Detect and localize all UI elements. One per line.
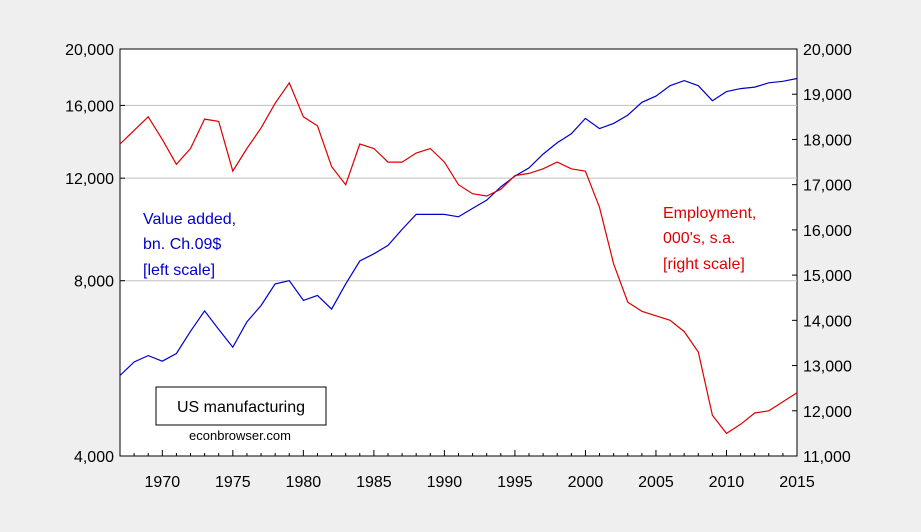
right-tick-label: 12,000 [803, 404, 852, 421]
left-series-label: Value added, bn. Ch.09$ [left scale] [143, 211, 236, 279]
right-label-line-1: Employment, [663, 205, 756, 222]
x-tick-label: 2010 [709, 474, 745, 491]
right-tick-label: 18,000 [803, 132, 852, 149]
left-tick-label: 16,000 [65, 98, 114, 115]
right-tick-label: 16,000 [803, 223, 852, 240]
left-y-axis: 4,000 8,000 12,000 16,000 20,000 [65, 42, 125, 466]
series-lines [119, 77, 798, 435]
x-tick-label: 1980 [286, 474, 322, 491]
x-tick-label: 2000 [568, 474, 604, 491]
right-tick-label: 17,000 [803, 178, 852, 195]
left-label-line-1: Value added, [143, 211, 236, 228]
right-y-axis: 11,000 12,000 13,000 14,000 15,000 16,000 17,0… [792, 42, 852, 466]
right-tick-label: 19,000 [803, 87, 852, 104]
x-tick-label: 1990 [427, 474, 463, 491]
gridlines [120, 104, 797, 282]
x-tick-label: 1995 [497, 474, 533, 491]
right-label-line-3: [right scale] [663, 256, 745, 273]
x-tick-label: 2015 [779, 474, 815, 491]
left-tick-label: 20,000 [65, 42, 114, 59]
left-label-line-3: [left scale] [143, 262, 215, 279]
x-axis: 1970 1975 1980 1985 1990 1995 2000 2005 2010 2015 [119, 450, 815, 491]
left-tick-label: 4,000 [74, 449, 114, 466]
right-tick-label: 14,000 [803, 313, 852, 330]
employment-line [119, 81, 798, 435]
value-added-line [119, 77, 798, 376]
right-tick-label: 11,000 [803, 449, 851, 466]
left-tick-label: 12,000 [65, 171, 114, 188]
x-tick-label: 1985 [356, 474, 392, 491]
right-label-line-2: 000's, s.a. [663, 230, 735, 247]
left-label-line-2: bn. Ch.09$ [143, 236, 221, 253]
right-tick-label: 15,000 [803, 268, 852, 285]
title-box [155, 386, 327, 426]
source-credit: econbrowser.com [189, 428, 291, 443]
x-tick-label: 1975 [215, 474, 251, 491]
right-tick-label: 20,000 [803, 42, 852, 59]
x-tick-label: 2005 [638, 474, 674, 491]
x-tick-label: 1970 [145, 474, 181, 491]
right-series-label: Employment, 000's, s.a. [right scale] [663, 205, 756, 273]
right-tick-label: 13,000 [803, 359, 852, 376]
left-tick-label: 8,000 [74, 274, 114, 291]
chart-title: US manufacturing [177, 399, 305, 416]
